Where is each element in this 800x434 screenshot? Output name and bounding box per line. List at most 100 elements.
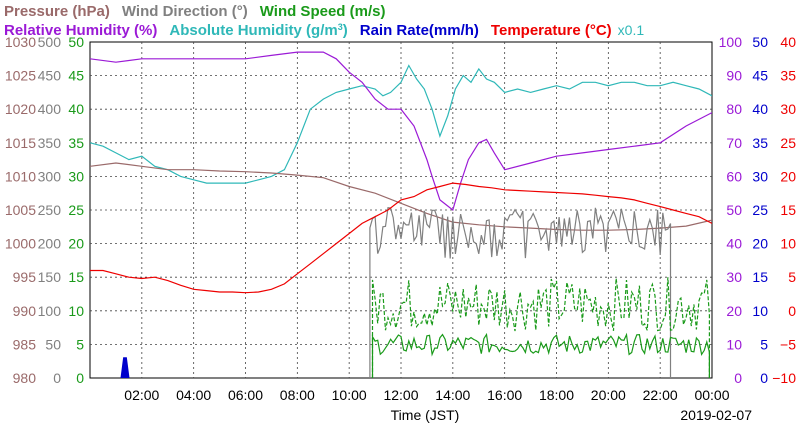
tick-label-pressure: 990	[13, 303, 37, 319]
tick-label-humidity: 20	[726, 303, 742, 319]
tick-label-pressure: 980	[13, 370, 37, 386]
tick-label-x: 08:00	[280, 387, 315, 403]
tick-label-humidity: 70	[726, 135, 742, 151]
tick-label-x: 10:00	[332, 387, 367, 403]
date-label: 2019-02-07	[680, 407, 752, 423]
tick-label-wind_speed: 30	[68, 168, 84, 184]
tick-label-pressure: 1005	[5, 202, 36, 218]
tick-label-pressure: 1010	[5, 168, 36, 184]
tick-label-wind_speed: 45	[68, 68, 84, 84]
tick-label-rain: 25	[752, 202, 768, 218]
chart-title-block: Pressure (hPa) Wind Direction (°) Wind Spe…	[4, 3, 644, 39]
tick-label-wind_dir: 150	[38, 269, 62, 285]
tick-label-wind_dir: 500	[38, 34, 62, 50]
series-wind_speed_gust	[371, 277, 710, 378]
tick-label-pressure: 995	[13, 269, 37, 285]
series-abs_humidity_x0.1	[90, 64, 712, 184]
abs-humidity-scale-note: x0.1	[618, 22, 645, 38]
tick-label-temperature: 30	[780, 101, 796, 117]
series-relative_humidity	[90, 51, 712, 212]
series-rain_rate	[120, 357, 130, 378]
tick-label-temperature: 25	[780, 135, 796, 151]
title-item: Relative Humidity (%)	[4, 22, 157, 39]
tick-label-pressure: 1030	[5, 34, 36, 50]
tick-label-rain: 35	[752, 135, 768, 151]
series-temperature	[90, 182, 712, 294]
tick-label-temperature: −5	[780, 336, 796, 352]
title-item: Pressure (hPa)	[4, 3, 110, 20]
tick-label-wind_speed: 20	[68, 236, 84, 252]
series-pressure	[90, 162, 712, 231]
tick-label-rain: 15	[752, 269, 768, 285]
title-item: Temperature (°C)	[491, 22, 612, 39]
tick-label-temperature: −10	[772, 370, 796, 386]
title-item: Rain Rate(mm/h)	[360, 22, 479, 39]
series-group	[90, 51, 712, 378]
tick-label-temperature: 0	[788, 303, 796, 319]
tick-label-rain: 0	[760, 370, 768, 386]
tick-label-x: 06:00	[228, 387, 263, 403]
tick-label-wind_speed: 15	[68, 269, 84, 285]
tick-label-rain: 40	[752, 101, 768, 117]
tick-label-wind_speed: 35	[68, 135, 84, 151]
tick-label-wind_dir: 50	[45, 336, 61, 352]
tick-label-x: 14:00	[435, 387, 470, 403]
tick-label-x: 16:00	[487, 387, 522, 403]
tick-label-x: 02:00	[124, 387, 159, 403]
tick-label-humidity: 60	[726, 168, 742, 184]
title-item: Wind Direction (°)	[122, 3, 248, 20]
x-axis-label: Time (JST)	[391, 407, 460, 423]
tick-label-x: 18:00	[539, 387, 574, 403]
tick-label-humidity: 0	[734, 370, 742, 386]
tick-label-temperature: 20	[780, 168, 796, 184]
tick-label-temperature: 10	[780, 236, 796, 252]
tick-label-humidity: 50	[726, 202, 742, 218]
tick-label-wind_dir: 450	[38, 68, 62, 84]
tick-label-temperature: 15	[780, 202, 796, 218]
tick-label-rain: 45	[752, 68, 768, 84]
tick-label-x: 20:00	[591, 387, 626, 403]
tick-label-pressure: 985	[13, 336, 37, 352]
tick-label-wind_speed: 25	[68, 202, 84, 218]
tick-label-wind_dir: 300	[38, 168, 62, 184]
tick-label-x: 04:00	[176, 387, 211, 403]
series-wind_speed_mean	[371, 332, 710, 378]
title-item: Wind Speed (m/s)	[260, 3, 386, 20]
tick-label-pressure: 1025	[5, 68, 36, 84]
tick-label-temperature: 5	[788, 269, 796, 285]
tick-label-rain: 30	[752, 168, 768, 184]
tick-label-wind_dir: 100	[38, 303, 62, 319]
title-item: Absolute Humidity (g/m3)	[169, 22, 347, 39]
tick-label-x: 22:00	[643, 387, 678, 403]
tick-label-humidity: 100	[719, 34, 743, 50]
tick-label-wind_dir: 400	[38, 101, 62, 117]
tick-label-x: 12:00	[383, 387, 418, 403]
tick-label-rain: 5	[760, 336, 768, 352]
tick-label-temperature: 40	[780, 34, 796, 50]
tick-label-temperature: 35	[780, 68, 796, 84]
series-wind_direction	[369, 207, 672, 378]
tick-label-humidity: 30	[726, 269, 742, 285]
tick-label-wind_dir: 200	[38, 236, 62, 252]
tick-label-wind_speed: 10	[68, 303, 84, 319]
tick-label-wind_speed: 40	[68, 101, 84, 117]
tick-label-wind_dir: 0	[53, 370, 61, 386]
tick-label-wind_dir: 350	[38, 135, 62, 151]
tick-label-pressure: 1000	[5, 236, 36, 252]
tick-label-pressure: 1020	[5, 101, 36, 117]
tick-label-wind_speed: 50	[68, 34, 84, 50]
tick-label-rain: 50	[752, 34, 768, 50]
tick-label-humidity: 40	[726, 236, 742, 252]
tick-label-wind_speed: 5	[76, 336, 84, 352]
tick-label-humidity: 80	[726, 101, 742, 117]
tick-label-rain: 10	[752, 303, 768, 319]
tick-label-wind_dir: 250	[38, 202, 62, 218]
tick-label-wind_speed: 0	[76, 370, 84, 386]
tick-label-pressure: 1015	[5, 135, 36, 151]
tick-label-humidity: 90	[726, 68, 742, 84]
tick-label-rain: 20	[752, 236, 768, 252]
tick-label-x: 00:00	[694, 387, 729, 403]
tick-label-humidity: 10	[726, 336, 742, 352]
axis-group: 9809859909951000100510101015102010251030…	[5, 34, 796, 403]
